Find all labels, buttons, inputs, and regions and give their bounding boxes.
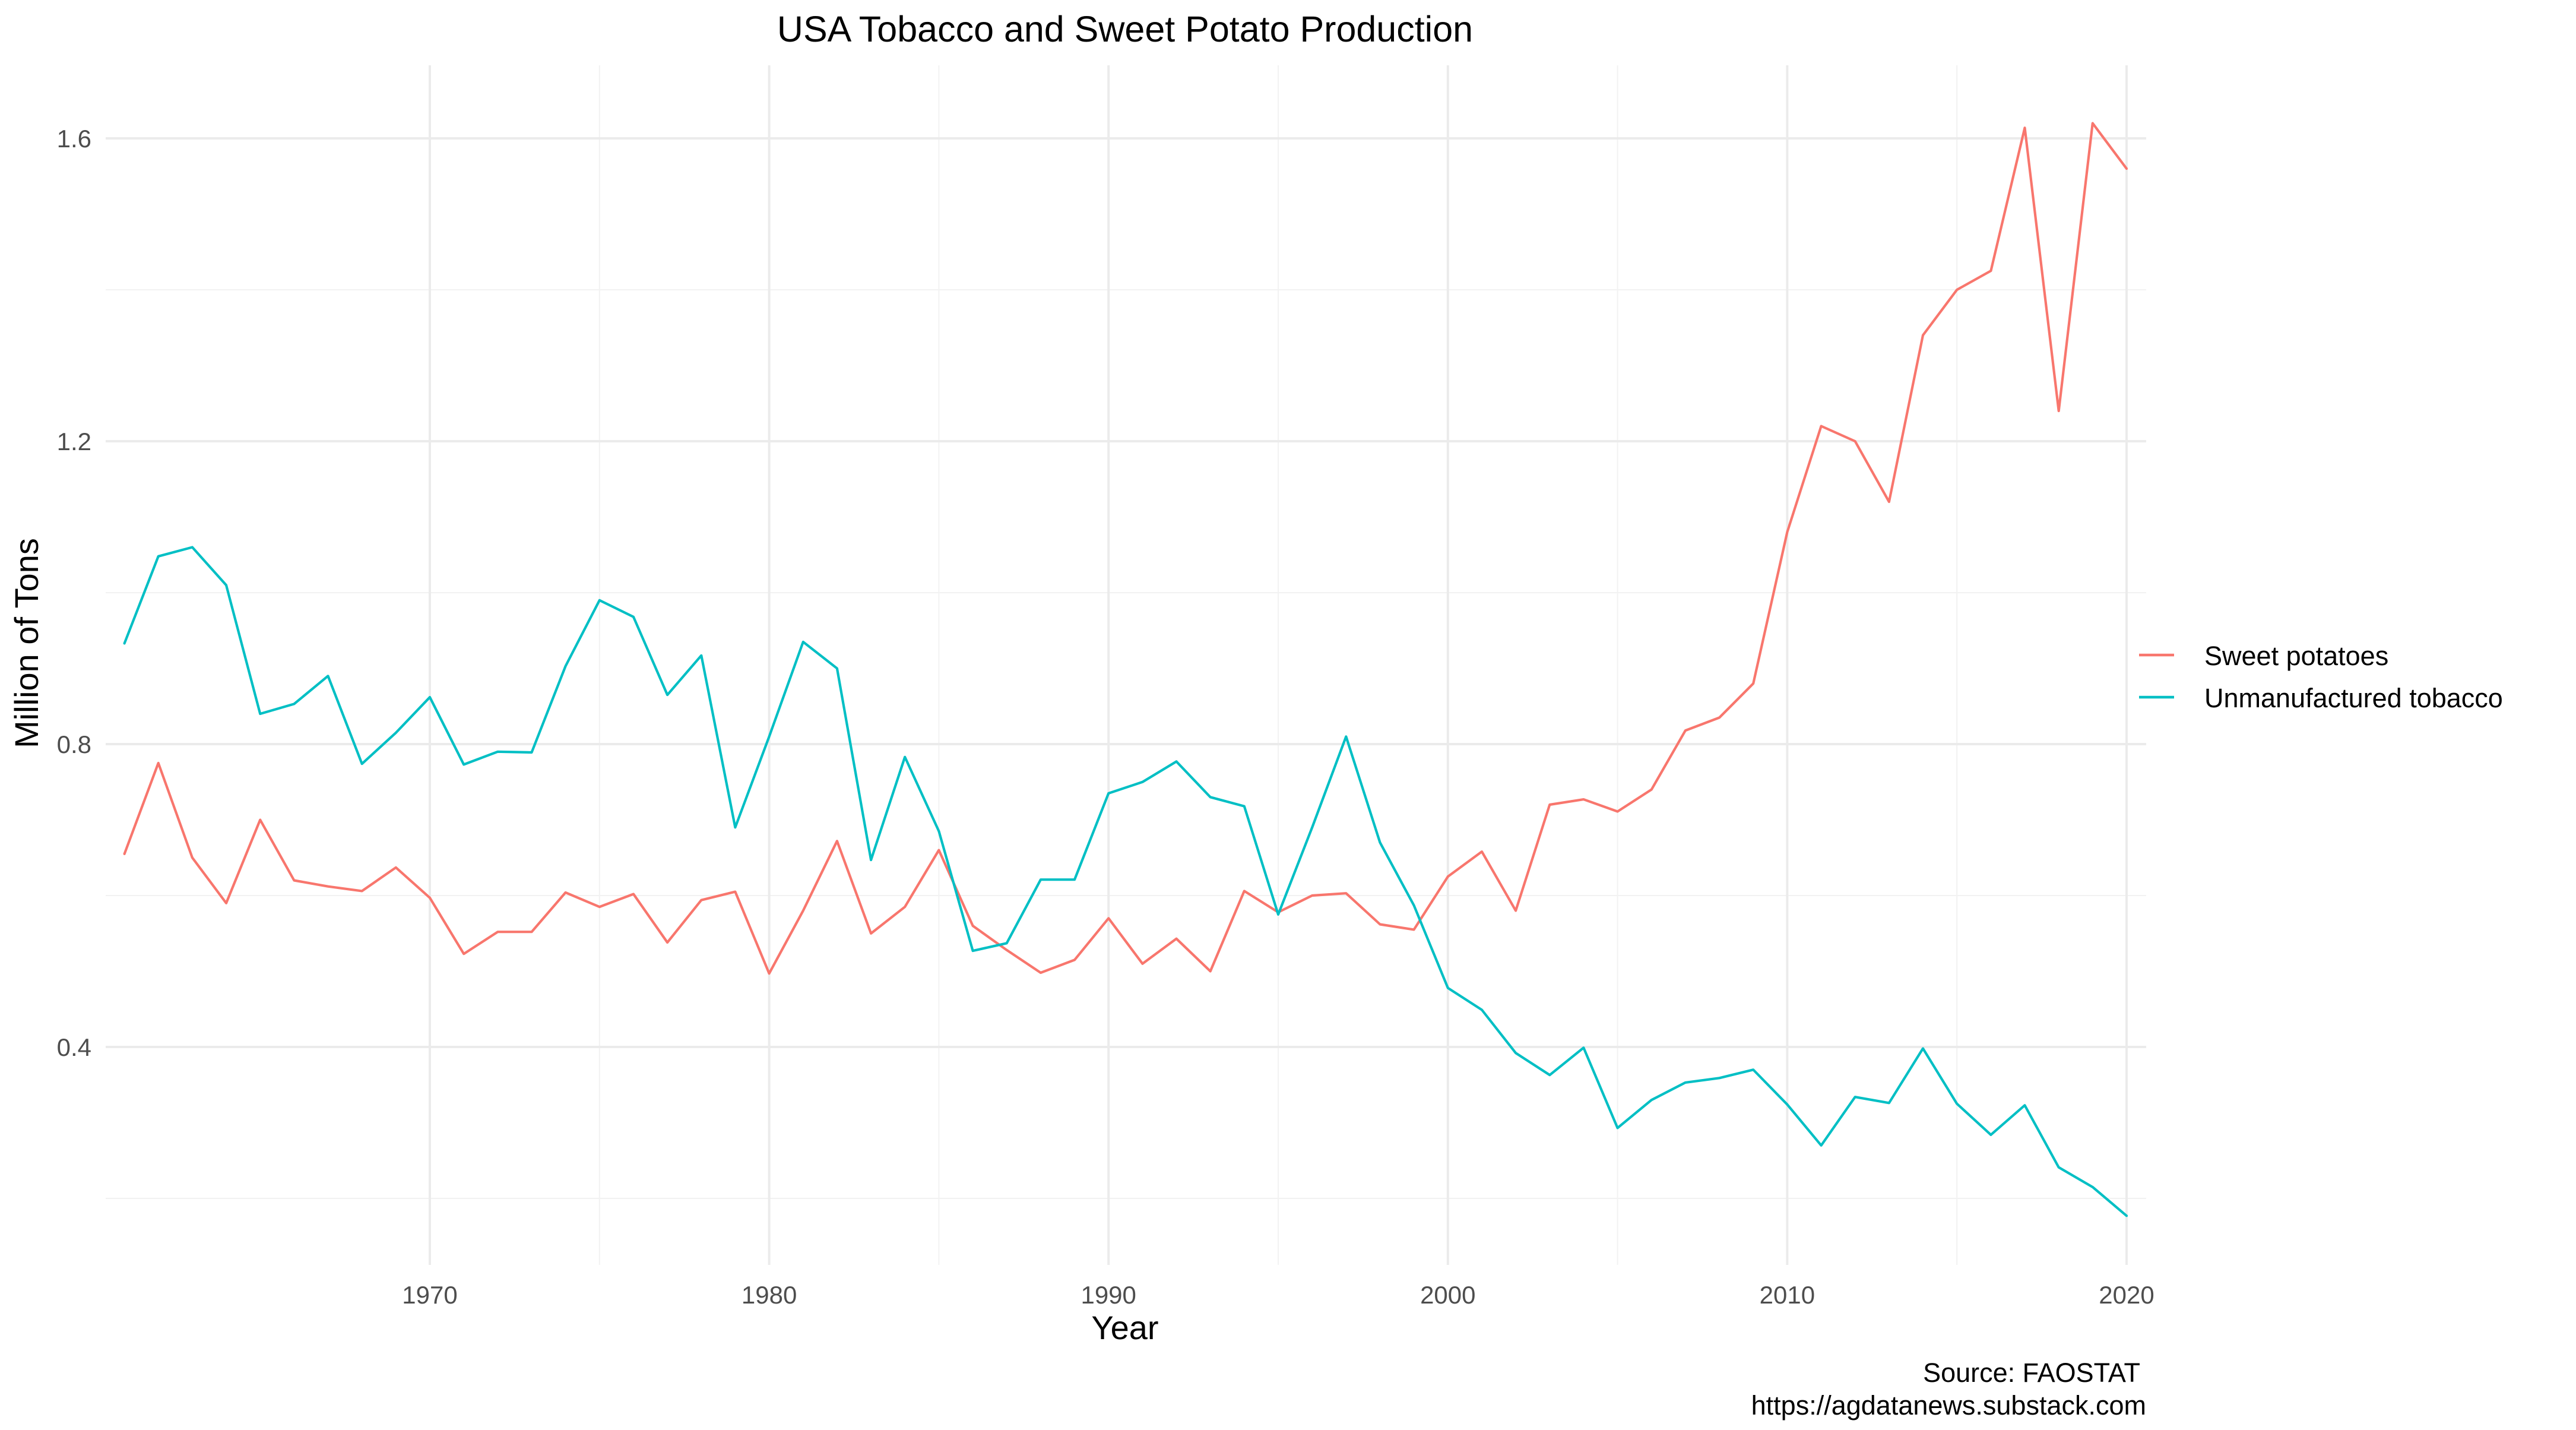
y-axis-ticks: 0.4 0.8 1.2 1.6 [57,125,91,1061]
x-tick-label: 1980 [742,1281,797,1309]
x-tick-label: 2010 [1760,1281,1815,1309]
series-line-sweet-potatoes [123,122,2128,975]
y-tick-label: 0.4 [57,1033,91,1061]
x-tick-label: 1970 [402,1281,457,1309]
x-tick-label: 2020 [2099,1281,2154,1309]
series-line-unmanufactured-tobacco [123,546,2128,1217]
y-tick-label: 0.8 [57,730,91,758]
chart-title: USA Tobacco and Sweet Potato Production [777,9,1473,49]
legend-label-unmanufactured-tobacco: Unmanufactured tobacco [2204,683,2503,713]
y-axis-label: Million of Tons [8,538,45,748]
grid [106,65,2146,1265]
x-axis-ticks: 1970 1980 1990 2000 2010 2020 [402,1281,2154,1309]
legend-label-sweet-potatoes: Sweet potatoes [2204,641,2388,671]
caption-url: https://agdatanews.substack.com [1751,1390,2146,1420]
x-tick-label: 2000 [1420,1281,1475,1309]
caption-source: Source: FAOSTAT [1923,1358,2140,1388]
series-lines [123,122,2128,1217]
x-tick-label: 1990 [1081,1281,1136,1309]
y-tick-label: 1.6 [57,125,91,153]
x-axis-label: Year [1091,1309,1158,1346]
legend: Sweet potatoes Unmanufactured tobacco [2139,641,2503,713]
y-tick-label: 1.2 [57,428,91,455]
